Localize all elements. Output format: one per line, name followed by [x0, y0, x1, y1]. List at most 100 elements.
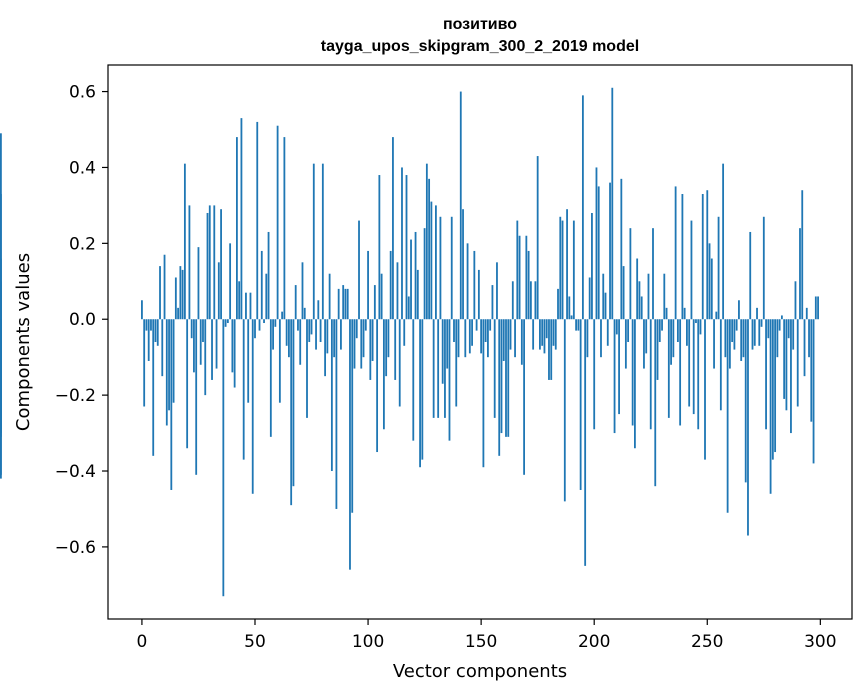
bar [722, 163, 725, 320]
bar [728, 319, 731, 369]
bar [466, 243, 469, 320]
bar [398, 319, 401, 407]
bar [731, 319, 734, 342]
bar [337, 288, 340, 320]
bar [448, 319, 451, 441]
bar [188, 205, 191, 320]
bar [733, 319, 736, 350]
bar [224, 319, 227, 327]
bar [600, 319, 602, 358]
bar [780, 315, 783, 320]
bar [333, 319, 336, 358]
bar [701, 194, 704, 320]
bar [0, 133, 2, 320]
bar [491, 285, 494, 320]
bar [747, 319, 749, 536]
x-tick-label: 200 [578, 632, 610, 652]
bar [570, 315, 573, 320]
bar [792, 319, 795, 350]
bar [351, 319, 354, 513]
bar [208, 205, 211, 320]
bar [566, 209, 568, 320]
bar [369, 319, 372, 380]
bar [263, 319, 265, 324]
bar [572, 220, 575, 320]
bar [554, 319, 557, 350]
bar [328, 273, 331, 320]
bar [276, 125, 279, 320]
bar [267, 231, 270, 320]
bar [609, 182, 611, 320]
bar [814, 296, 817, 320]
x-tick-label: 50 [244, 632, 266, 652]
x-tick-label: 0 [137, 632, 148, 652]
bar [812, 319, 815, 464]
bar [428, 178, 431, 320]
y-axis-label: Components values [13, 253, 34, 431]
bar [251, 319, 254, 494]
bar [487, 319, 489, 358]
bar [360, 319, 363, 369]
bar [643, 319, 645, 369]
bar [620, 178, 623, 320]
bar [658, 319, 661, 342]
bar [541, 319, 544, 346]
bar [575, 319, 578, 331]
chart-subtitle: tayga_upos_skipgram_300_2_2019 model [321, 38, 639, 55]
bar [240, 118, 243, 320]
y-tick-label: −0.2 [55, 386, 96, 406]
bar [636, 258, 639, 320]
bar [416, 269, 419, 320]
bar [796, 319, 799, 407]
bar [790, 319, 792, 434]
bar [803, 319, 806, 377]
bar [686, 319, 688, 346]
bar [319, 319, 322, 342]
bar [459, 91, 462, 320]
bar [604, 292, 607, 320]
bar [799, 228, 801, 320]
y-axis-ticks: −0.6 −0.4 −0.2 0.0 0.2 0.4 0.6 [55, 83, 108, 558]
bar [254, 319, 256, 339]
bar [310, 319, 313, 335]
bar [238, 281, 241, 320]
bar [665, 307, 668, 320]
bar [615, 319, 618, 335]
bar [236, 137, 238, 320]
bar [170, 319, 173, 490]
bar [498, 319, 501, 456]
bar [563, 319, 566, 502]
bar [172, 319, 175, 403]
bar [141, 300, 143, 320]
bar [656, 319, 659, 380]
bar [559, 216, 562, 320]
bar [706, 190, 709, 320]
bar [161, 319, 164, 377]
bar [242, 319, 245, 460]
bar [349, 319, 351, 570]
bar [430, 201, 433, 320]
y-tick-label: 0.6 [69, 83, 96, 103]
bar [629, 228, 632, 320]
bar [561, 220, 564, 320]
bar [627, 319, 630, 342]
bar [376, 319, 379, 453]
bar [285, 319, 288, 346]
bar [450, 216, 453, 320]
bar [211, 319, 213, 380]
bar [591, 212, 593, 320]
bar [290, 319, 293, 506]
bar [414, 231, 417, 320]
bar [518, 235, 521, 320]
bar [342, 285, 345, 320]
bar [335, 319, 338, 509]
bar [392, 137, 394, 320]
bar [785, 319, 788, 411]
bar [344, 288, 347, 320]
bar [362, 319, 365, 358]
bar [581, 95, 584, 320]
bar [695, 319, 697, 324]
bar [204, 319, 207, 396]
bars-group [0, 87, 819, 597]
bar [801, 190, 804, 320]
